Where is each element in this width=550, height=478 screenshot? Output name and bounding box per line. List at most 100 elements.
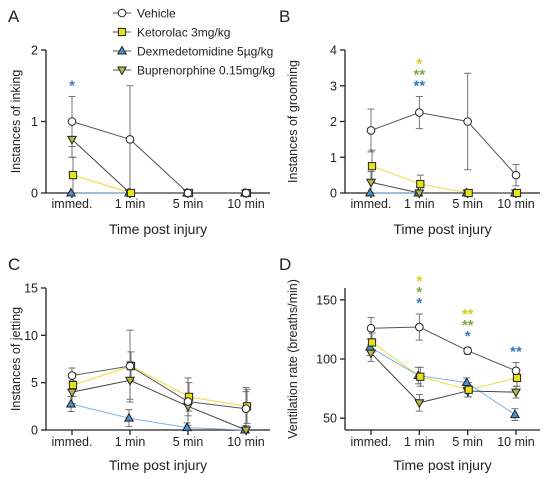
y-tick-label: 0 [31,424,38,438]
x-tick-label: 1 min [404,435,435,449]
legend-label: Ketorolac 3mg/kg [137,25,230,39]
legend: Vehicle Ketorolac 3mg/kg Dexmedetomidine 5… [113,6,275,77]
series-line-vehicle [71,121,246,194]
data-point-buprenorphine-0-15mg-kg [414,399,425,409]
data-point-ketorolac-3mg-kg [416,179,425,189]
x-tick-label: 10 min [497,435,535,449]
y-axis-label: Instances of grooming [286,60,300,183]
data-point-dexmedetomidine-5-g-kg [181,422,193,432]
legend-item-buprenorphine-0-15mg-kg: Buprenorphine 0.15mg/kg [113,63,275,77]
x-tick-label: 5 min [173,435,204,449]
x-tick-label: immed. [351,435,392,449]
y-tick-label: 5 [31,376,38,390]
legend-item-dexmedetomidine-5-g-kg: Dexmedetomidine 5µg/kg [113,44,273,58]
y-tick-label: 3 [330,79,337,93]
data-point-dexmedetomidine-5-g-kg [364,187,376,197]
x-tick-label: 5 min [173,197,204,211]
y-axis-label: Instances of jetting [9,307,23,411]
series-lines [370,112,517,194]
legend-marker [117,27,127,37]
panel-letter: D [279,255,291,274]
significance-star: ** [413,77,425,94]
x-tick-label: 10 min [497,197,535,211]
y-axis-label: Ventilation rate (breaths/min) [286,279,300,439]
significance-star: * [416,55,422,72]
y-tick-label: 1 [330,151,337,165]
data-point-dexmedetomidine-5-g-kg [509,409,521,419]
series-line-vehicle [370,326,517,372]
x-tick-label: 1 min [404,197,435,211]
y-tick-label: 0 [31,187,38,201]
series-line-ketorolac-3mg-kg [371,165,517,194]
data-point-vehicle [241,404,251,414]
significance-star: * [69,77,75,94]
data-point-buprenorphine-0-15mg-kg [510,388,522,398]
data-point-vehicle [463,346,472,356]
series-lines [71,121,247,194]
data-points [65,361,252,436]
y-tick-label: 50 [323,412,337,426]
legend-marker [116,45,128,55]
error-bars [366,313,521,421]
data-point-ketorolac-3mg-kg [367,162,377,171]
data-point-dexmedetomidine-5-g-kg [65,398,77,408]
series-line-buprenorphine-0-15mg-kg [370,181,516,194]
y-tick-label: 15 [24,282,38,296]
data-point-vehicle [67,371,77,380]
x-tick-label: immed. [52,197,93,211]
data-point-buprenorphine-0-15mg-kg [365,349,377,359]
data-point-vehicle [415,108,424,117]
panel-letter: B [279,7,290,26]
data-point-buprenorphine-0-15mg-kg [66,135,78,145]
legend-item-ketorolac-3mg-kg: Ketorolac 3mg/kg [113,25,230,39]
data-point-vehicle [511,170,521,180]
significance-star: ** [462,317,474,334]
series-line-vehicle [370,112,517,176]
series-line-buprenorphine-0-15mg-kg [71,379,247,431]
legend-label: Buprenorphine 0.15mg/kg [137,63,275,77]
series-line-dexmedetomidine-5-g-kg [369,346,516,416]
data-point-vehicle [463,117,472,126]
significance-star: ** [413,66,425,83]
data-point-ketorolac-3mg-kg [512,188,522,198]
legend-marker [117,8,127,18]
series-line-buprenorphine-0-15mg-kg [71,139,246,194]
data-point-buprenorphine-0-15mg-kg [365,178,377,188]
data-point-dexmedetomidine-5-g-kg [461,377,472,387]
data-points [65,117,252,199]
series-line-vehicle [71,365,247,410]
error-bars [67,329,251,431]
data-point-vehicle [511,366,521,376]
panel-letter: C [8,255,20,274]
data-point-vehicle [125,361,135,371]
x-axis-label: Time post injury [109,457,207,473]
data-point-ketorolac-3mg-kg [416,372,425,381]
data-point-buprenorphine-0-15mg-kg [240,426,252,436]
data-point-vehicle [241,188,251,198]
series-line-ketorolac-3mg-kg [72,174,247,194]
y-tick-label: 1 [31,115,38,129]
significance-star: * [465,328,471,345]
series-line-buprenorphine-0-15mg-kg [370,352,517,404]
significance-star: * [416,273,422,290]
x-axis-label: Time post injury [109,221,207,237]
panel-c: C 0 5 10 15 immed. 1 min 5 min 10 min Time post i… [8,255,270,473]
x-axis-label: Time post injury [393,221,491,237]
x-tick-label: 10 min [227,435,265,449]
legend-label: Vehicle [137,6,176,20]
data-point-vehicle [125,135,135,144]
y-tick-label: 10 [24,329,38,343]
data-point-ketorolac-3mg-kg [367,338,377,347]
data-point-vehicle [183,397,193,406]
legend-label: Dexmedetomidine 5µg/kg [137,44,273,58]
data-point-dexmedetomidine-5-g-kg [123,412,135,422]
y-tick-label: 4 [330,44,337,58]
x-tick-label: 5 min [452,197,483,211]
data-point-ketorolac-3mg-kg [512,373,522,383]
data-point-buprenorphine-0-15mg-kg [414,189,425,199]
error-bars [367,72,520,194]
significance-star: * [416,284,422,301]
series-lines [369,326,518,416]
legend-marker [116,66,128,76]
y-tick-label: 0 [330,187,337,201]
